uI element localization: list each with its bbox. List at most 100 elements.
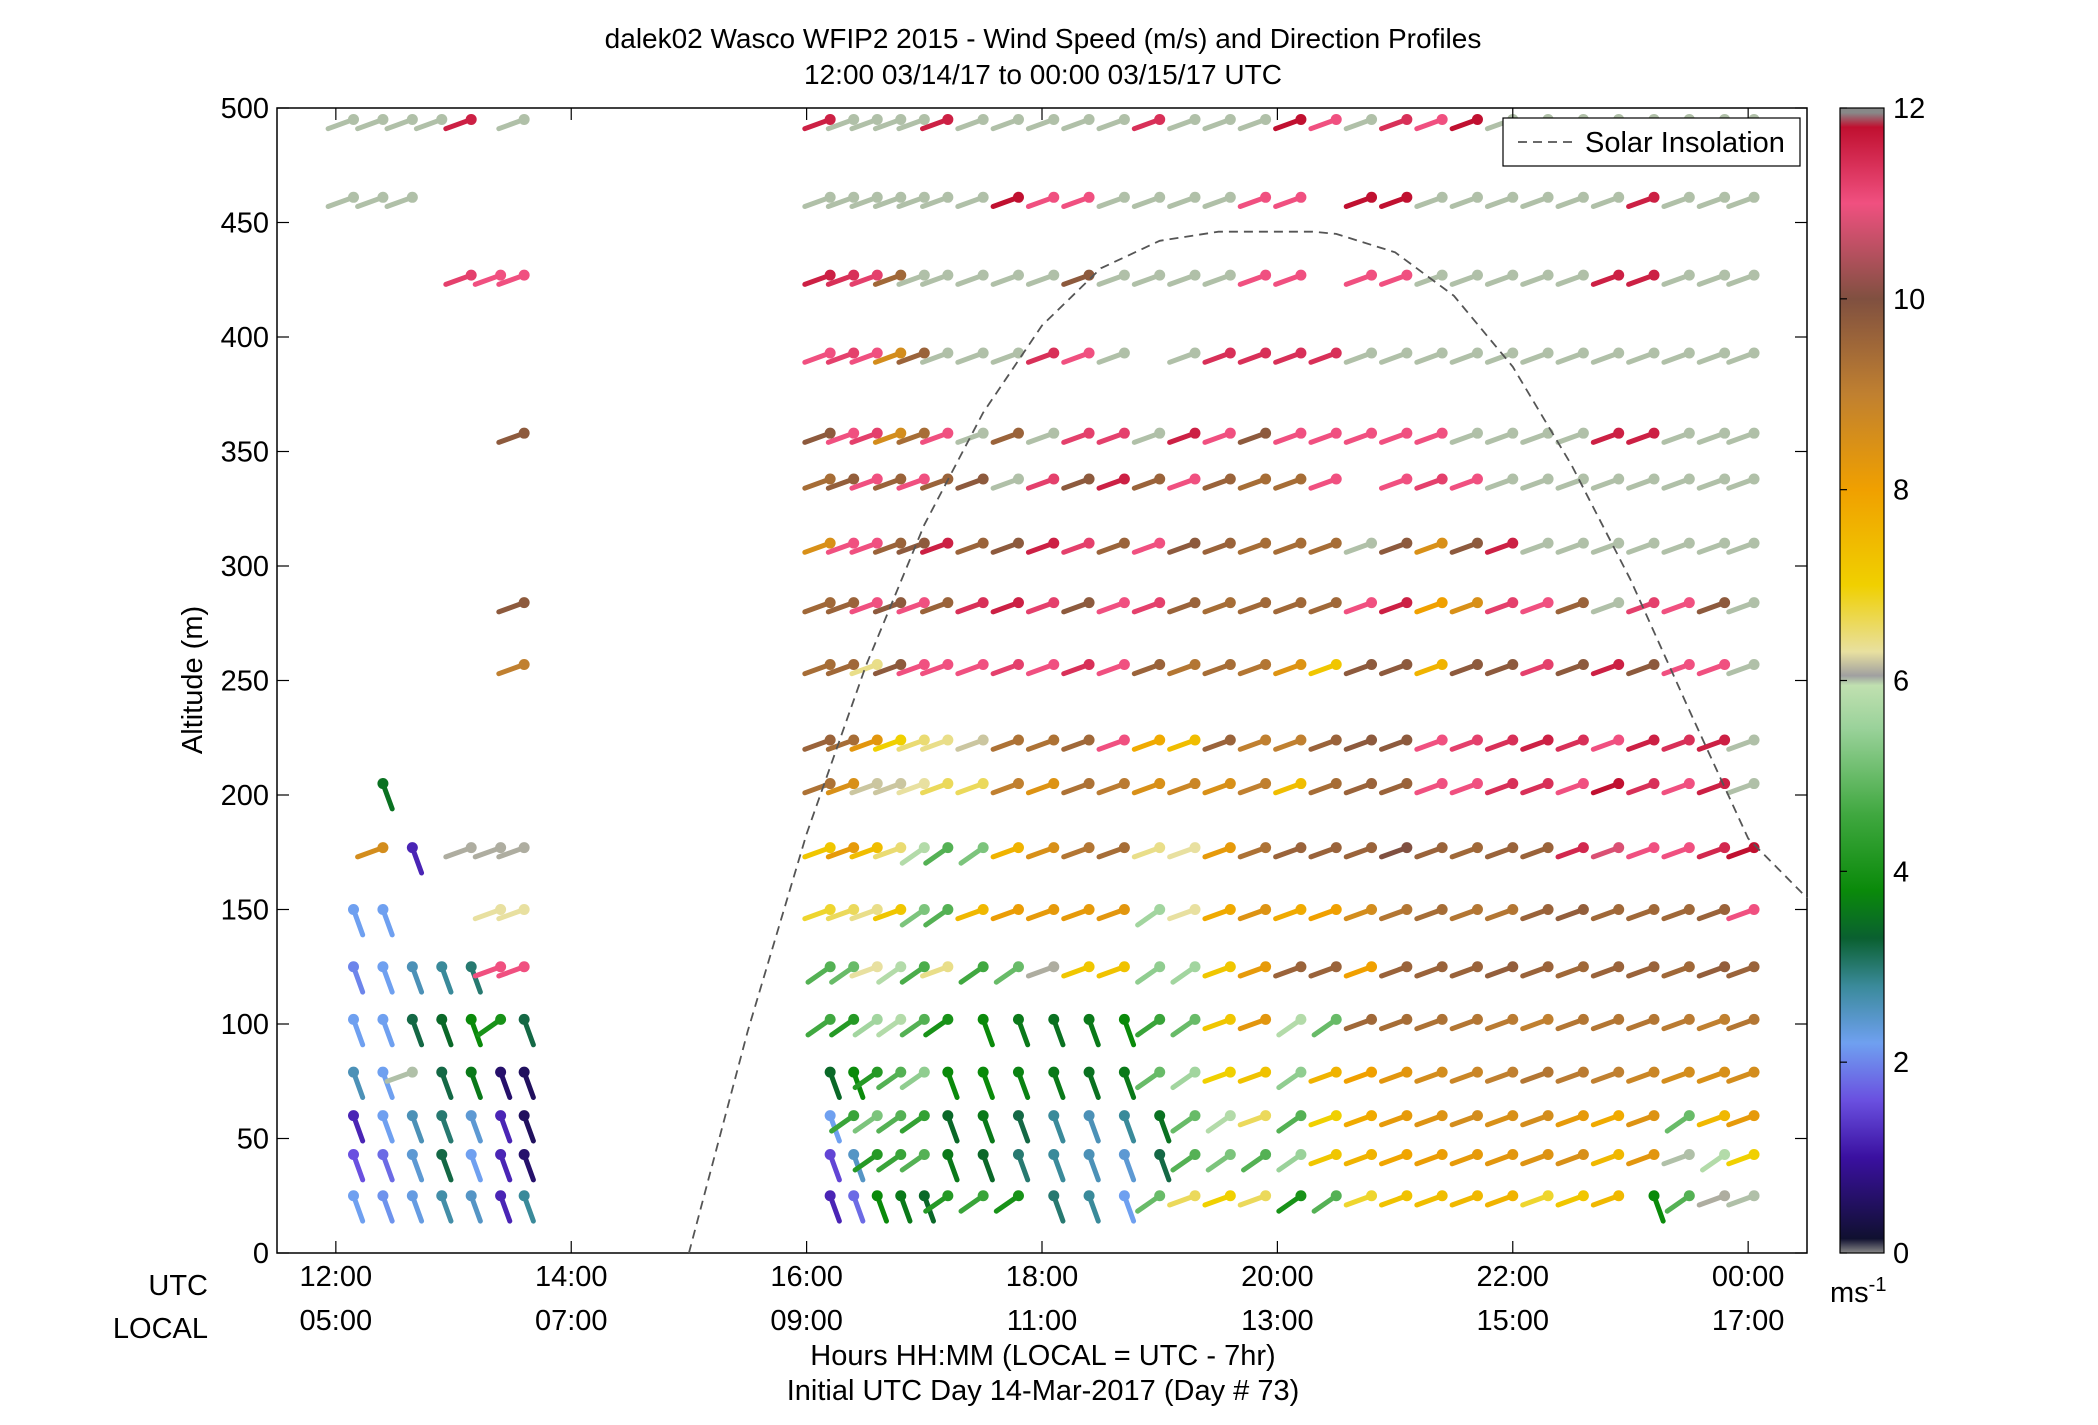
barb-338-27-head (1471, 473, 1483, 485)
barb-358-18-head (1154, 427, 1166, 439)
barb-125-14-head (1012, 961, 1024, 973)
barb-43-17-head (1118, 1149, 1130, 1161)
barb-25-14-head (1012, 1190, 1024, 1202)
barb-257-29-head (1542, 658, 1554, 670)
colorbar-tick-label-0: 0 (1893, 1238, 1909, 1270)
barb-79-32-head (1648, 1066, 1660, 1078)
barb-257-7-head (824, 658, 836, 670)
barb-102-3-head (436, 1013, 448, 1025)
barb-427-21-head (1260, 269, 1272, 281)
barb-102-21-head (1260, 1013, 1272, 1025)
barb-338-21-head (1260, 473, 1272, 485)
x-axis: 12:00 05:00 14:00 07:00 16:00 09:00 18:00 11:00… (300, 108, 1784, 1337)
barb-25-32-head (1648, 1190, 1660, 1202)
barb-495-24-head (1366, 113, 1378, 125)
barb-79-12-head (942, 1066, 954, 1078)
barb-150-8-head (848, 904, 860, 915)
barb-60-35-head (1748, 1110, 1760, 1122)
barb-177-18-head (1154, 842, 1166, 854)
barb-25-18-head (1154, 1190, 1166, 1202)
barb-102-35-head (1748, 1013, 1760, 1025)
barb-310-27-head (1471, 537, 1483, 549)
barb-427-15-head (1048, 269, 1060, 281)
barb-310-33-head (1683, 537, 1695, 549)
y-tick-label-0: 0 (253, 1238, 269, 1270)
barb-177-14-head (1012, 842, 1024, 854)
barb-177-16-head (1083, 842, 1095, 854)
barb-393-24-head (1366, 347, 1378, 359)
barb-150-33-head (1683, 904, 1695, 915)
barb-150-25-head (1401, 904, 1413, 915)
barb-43-10-head (895, 1149, 907, 1161)
barb-25-16-head (1083, 1190, 1095, 1202)
barb-60-27-head (1471, 1110, 1483, 1122)
barb-150-7-head (824, 904, 836, 915)
colorbar: 0 2 4 6 8 10 12 ms-1 (1830, 93, 1925, 1309)
barb-60-1-head (377, 1110, 389, 1122)
barb-427-17-head (1118, 269, 1130, 281)
colorbar-tick-label-10: 10 (1893, 284, 1925, 316)
barb-102-29-head (1542, 1013, 1554, 1025)
barb-79-0-head (348, 1066, 359, 1078)
barb-125-20-head (1224, 961, 1236, 973)
colorbar-tick-label-8: 8 (1893, 475, 1909, 507)
barb-495-11-head (918, 113, 930, 125)
barb-310-30-head (1577, 537, 1589, 549)
y-tick-label-50: 50 (237, 1124, 269, 1156)
barb-125-35-head (1748, 961, 1760, 973)
barb-150-0-head (348, 904, 359, 915)
barb-224-25-head (1401, 734, 1413, 746)
barb-79-15-head (1048, 1066, 1060, 1078)
barb-358-19-head (1189, 427, 1201, 439)
x-tick-label-local-05:00: 05:00 (300, 1305, 373, 1337)
barb-257-35-head (1748, 658, 1760, 670)
barb-25-11-head (918, 1190, 930, 1202)
barb-495-23-head (1330, 113, 1342, 125)
barb-310-35-head (1748, 537, 1760, 549)
barb-102-17-head (1118, 1013, 1130, 1025)
barb-284-16-head (1083, 597, 1095, 609)
barb-284-10-head (895, 597, 907, 609)
barb-495-1-head (377, 113, 389, 125)
barb-461-32-head (1648, 191, 1660, 203)
barb-79-14-head (1012, 1066, 1024, 1078)
barb-79-20-head (1224, 1066, 1236, 1078)
barb-310-14-head (1012, 537, 1024, 549)
barb-310-16-head (1083, 537, 1095, 549)
barb-25-10-head (895, 1190, 907, 1202)
barb-60-21-head (1260, 1110, 1272, 1122)
barb-102-15-head (1048, 1013, 1060, 1025)
barb-393-29-head (1542, 347, 1554, 359)
barb-60-33-head (1683, 1110, 1695, 1122)
barb-205-19-head (1189, 778, 1201, 790)
barb-43-11-head (918, 1149, 930, 1161)
barb-177-6-head (518, 842, 530, 854)
barb-338-28-head (1507, 473, 1519, 485)
barb-284-26-head (1436, 597, 1448, 609)
barb-257-14-head (1012, 658, 1024, 670)
barb-257-17-head (1118, 658, 1130, 670)
barb-257-24-head (1366, 658, 1378, 670)
legend: Solar Insolation (1502, 117, 1801, 167)
barb-310-17-head (1118, 537, 1130, 549)
barb-257-6-head (518, 658, 530, 670)
x-tick-label-utc-12:00: 12:00 (300, 1261, 373, 1293)
barb-358-10-head (895, 427, 907, 439)
y-tick-label-350: 350 (221, 437, 269, 469)
barb-224-12-head (942, 734, 954, 746)
y-axis: 0 50 100 150 200 250 300 350 400 450 500 (221, 93, 1807, 1270)
barb-43-32-head (1648, 1149, 1660, 1161)
barb-43-13-head (977, 1149, 989, 1161)
barb-338-23-head (1330, 473, 1342, 485)
barb-79-21-head (1260, 1066, 1272, 1078)
barb-125-33-head (1683, 961, 1695, 973)
barb-60-6-head (518, 1110, 530, 1122)
barb-43-16-head (1083, 1149, 1095, 1161)
barb-257-25-head (1401, 658, 1413, 670)
barb-338-33-head (1683, 473, 1695, 485)
barb-125-5-head (495, 961, 507, 973)
barb-79-10-head (895, 1066, 907, 1078)
barb-284-17-head (1118, 597, 1130, 609)
barb-461-17-head (1118, 191, 1130, 203)
barb-125-25-head (1401, 961, 1413, 973)
